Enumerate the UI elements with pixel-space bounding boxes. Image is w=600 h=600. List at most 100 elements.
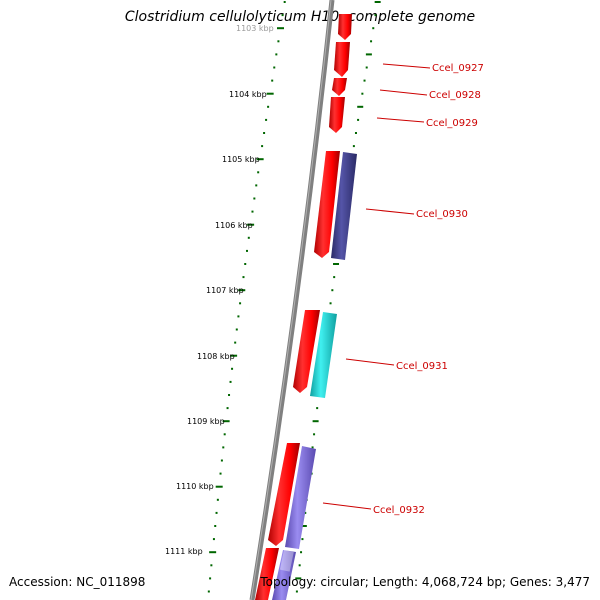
accession-text: Accession: NC_011898: [9, 575, 146, 589]
scale-major-tick: [300, 525, 307, 527]
scale-dot: [229, 380, 232, 383]
scale-dot: [209, 577, 212, 580]
scale-dot: [263, 132, 266, 134]
scale-dot: [267, 105, 270, 108]
scale-dot: [311, 446, 314, 449]
gene-ccel-0932-forward[interactable]: [268, 443, 300, 546]
scale-major-tick: [312, 420, 319, 423]
scale-major-tick: [374, 1, 381, 3]
scale-label: 1108 kbp: [197, 352, 235, 361]
scale-dot: [215, 511, 218, 514]
scale-dot: [329, 302, 332, 305]
scale-label: 1103 kbp: [236, 24, 274, 33]
scale-major-tick: [365, 53, 372, 56]
map-title: Clostridium cellulolyticum H10, complete…: [124, 9, 476, 25]
scale-dot: [212, 538, 215, 541]
scale-dot: [228, 394, 231, 396]
gene-label-ccel-0928[interactable]: Ccel_0928: [429, 90, 481, 101]
scale-dot: [265, 118, 268, 121]
scale-dot: [234, 341, 237, 344]
scale-dot: [207, 590, 210, 593]
gene-ccel-0928[interactable]: [332, 78, 347, 96]
scale-ring: [207, 1, 286, 593]
scale-dot: [220, 459, 223, 462]
gene-ccel-0932-domain[interactable]: [285, 446, 316, 549]
genome-info-text: Topology: circular; Length: 4,068,724 bp…: [260, 575, 590, 589]
scale-major-tick: [247, 223, 255, 226]
scale-dot: [298, 564, 301, 567]
scale-label: 1105 kbp: [222, 155, 260, 164]
gene-next-domain[interactable]: [272, 550, 296, 600]
scale-dot: [352, 145, 355, 148]
scale-dot: [253, 197, 256, 200]
scale-dot: [242, 276, 245, 279]
scale-dot: [271, 79, 274, 82]
gene-next-forward[interactable]: [255, 548, 279, 600]
gene-ccel-0931-domain[interactable]: [310, 312, 337, 398]
scale-dot: [214, 525, 217, 527]
scale-dot: [300, 551, 303, 554]
gene-ccel-0926[interactable]: [338, 14, 352, 40]
scale-dot: [295, 590, 298, 593]
scale-dot: [316, 407, 319, 410]
backbone-highlight: [250, 0, 332, 600]
scale-dot: [210, 564, 213, 567]
gene-ccel-0930-forward[interactable]: [314, 151, 340, 258]
scale-dot: [301, 538, 304, 541]
gene-ccel-0927[interactable]: [334, 42, 350, 77]
scale-label: 1109 kbp: [187, 417, 225, 426]
scale-dot: [281, 14, 284, 17]
scale-dot: [235, 328, 238, 331]
scale-dot: [247, 236, 250, 239]
scale-dot: [257, 171, 260, 174]
gene-label-ccel-0929[interactable]: Ccel_0929: [426, 118, 478, 129]
scale-dot: [357, 118, 360, 121]
scale-dot: [222, 446, 225, 449]
scale-major-tick: [333, 263, 340, 265]
scale-dot: [226, 407, 229, 410]
scale-major-tick: [357, 105, 364, 108]
scale-dot: [374, 14, 377, 17]
scale-dot: [244, 263, 247, 265]
scale-label: 1106 kbp: [215, 221, 253, 230]
scale-major-tick: [215, 485, 223, 488]
gene-ccel-0930-domain[interactable]: [331, 152, 357, 260]
scale-dot: [231, 367, 234, 370]
scale-dot: [331, 289, 334, 292]
scale-major-tick: [256, 158, 264, 161]
scale-dot: [277, 40, 280, 43]
gene-label-ccel-0932[interactable]: Ccel_0932: [373, 505, 425, 516]
scale-dot: [223, 433, 226, 436]
scale-dot: [219, 472, 222, 475]
scale-dot: [245, 249, 248, 252]
scale-major-tick: [266, 92, 274, 95]
scale-major-tick: [222, 420, 230, 423]
scale-dot: [273, 66, 276, 69]
scale-major-tick: [209, 551, 217, 554]
scale-major-tick: [230, 354, 238, 357]
label-connectors: [322, 63, 431, 510]
scale-dot: [251, 210, 254, 213]
scale-label: 1107 kbp: [206, 286, 244, 295]
scale-label: 1110 kbp: [176, 482, 214, 491]
gene-label-ccel-0931[interactable]: Ccel_0931: [396, 361, 448, 372]
scale-dot: [283, 1, 286, 3]
gene-ccel-0929[interactable]: [329, 97, 345, 133]
scale-dot: [370, 40, 373, 43]
gene-features: [255, 14, 357, 600]
scale-major-tick: [276, 27, 284, 30]
scale-dot: [237, 315, 240, 318]
gene-label-ccel-0927[interactable]: Ccel_0927: [432, 63, 484, 74]
gene-ccel-0931-forward[interactable]: [293, 310, 320, 393]
scale-dot: [365, 66, 368, 69]
scale-dot: [361, 92, 364, 95]
scale-dot: [333, 276, 336, 279]
gene-label-ccel-0930[interactable]: Ccel_0930: [416, 209, 468, 220]
scale-major-tick: [295, 577, 302, 580]
gene-labels: Ccel_0927 Ccel_0928 Ccel_0929 Ccel_0930 …: [373, 63, 484, 516]
scale-dot: [363, 79, 366, 82]
scale-dot: [304, 511, 307, 514]
genome-backbone: [249, 0, 335, 600]
scale-labels: 1103 kbp 1104 kbp 1105 kbp 1106 kbp 1107…: [165, 24, 274, 556]
